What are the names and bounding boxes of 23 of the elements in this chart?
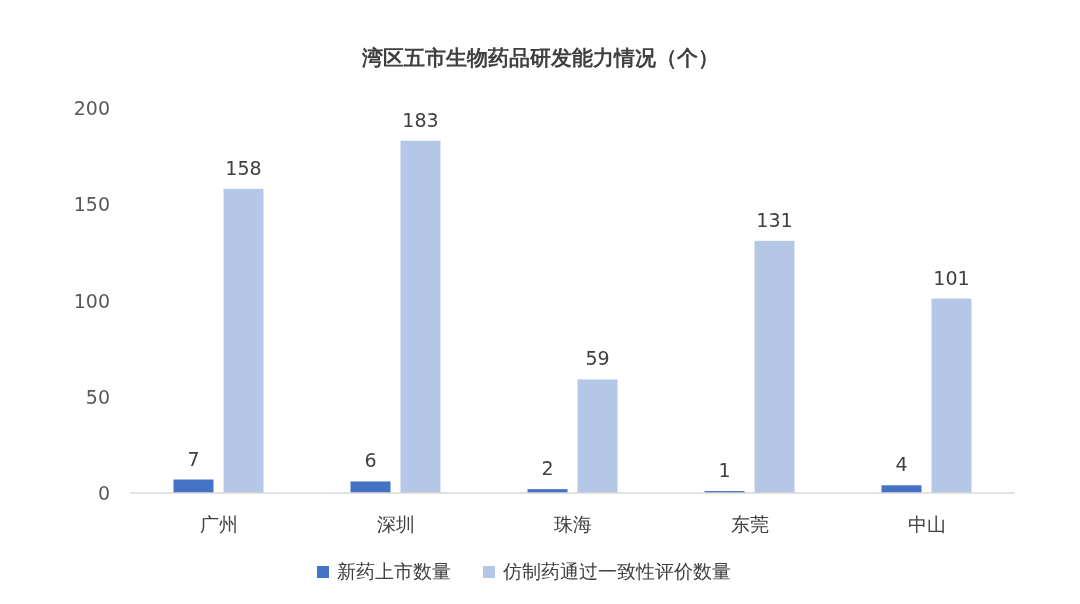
data-label: 4 [895,453,908,476]
x-tick-label: 深圳 [376,513,415,535]
x-tick-label: 东莞 [730,513,769,535]
data-label: 101 [933,266,970,289]
data-label: 59 [585,347,610,370]
y-tick-label: 0 [97,482,110,504]
y-tick-label: 200 [73,97,110,119]
y-tick-label: 150 [73,193,110,216]
x-tick-label: 广州 [199,513,238,535]
data-label: 2 [541,457,554,480]
chart-title: 湾区五市生物药品研发能力情况（个） [360,46,719,70]
data-label: 183 [402,108,439,131]
x-tick-label: 珠海 [553,513,592,535]
legend-label: 仿制药通过一致性评价数量 [502,560,731,582]
x-tick-label: 中山 [907,513,946,535]
data-label: 7 [187,447,200,470]
legend-label: 新药上市数量 [337,560,451,582]
data-label: 6 [364,449,377,472]
data-label: 158 [225,156,262,179]
y-tick-label: 100 [73,289,110,312]
data-label: 131 [756,208,793,231]
data-label: 1 [718,459,731,482]
y-tick-label: 50 [85,385,110,408]
